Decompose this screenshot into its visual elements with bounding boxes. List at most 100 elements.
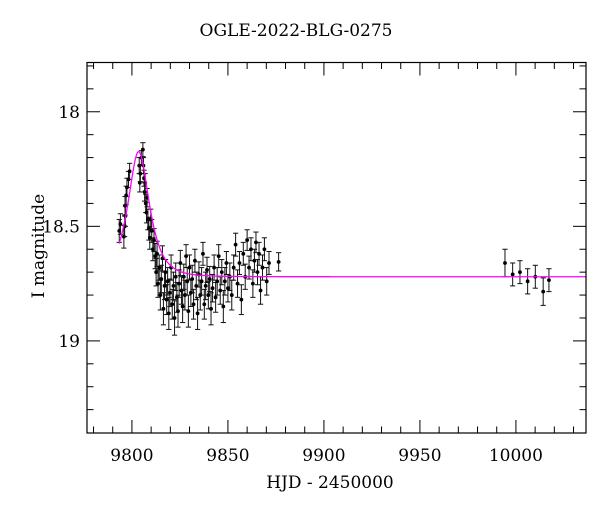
data-point-marker [177, 281, 182, 286]
data-point-marker [224, 261, 229, 265]
x-tick-label: 9950 [398, 446, 441, 466]
data-point [236, 251, 243, 275]
data-point-marker [541, 289, 546, 294]
y-tick-label: 18 [58, 103, 80, 123]
data-point-marker [262, 247, 267, 252]
data-point [199, 267, 205, 296]
data-point-marker [510, 272, 515, 277]
data-point [256, 241, 262, 266]
x-tick-label: 9900 [302, 446, 345, 466]
photometry-series [116, 142, 552, 336]
data-point-marker [231, 265, 236, 270]
data-point-marker [212, 265, 217, 270]
data-point-marker [180, 304, 185, 309]
data-point-marker [518, 270, 522, 275]
data-point-marker [199, 279, 204, 284]
data-point-marker [191, 302, 196, 307]
data-point-marker [164, 297, 169, 302]
data-point-marker [181, 274, 186, 279]
data-point [254, 259, 261, 286]
data-point [171, 300, 178, 336]
data-point-marker [255, 270, 260, 275]
data-point [525, 268, 531, 295]
data-point-marker [158, 293, 163, 297]
data-point [216, 244, 222, 269]
data-point-marker [173, 274, 178, 279]
data-point-marker [149, 229, 154, 233]
data-point-marker [154, 270, 159, 275]
data-point-marker [195, 311, 200, 316]
data-point [276, 252, 282, 272]
data-point-marker [207, 277, 212, 281]
data-point-marker [219, 270, 224, 275]
data-point-marker [237, 261, 242, 265]
data-point-marker [276, 259, 281, 264]
data-point-marker [222, 279, 227, 284]
data-point-marker [186, 309, 191, 314]
axis-ticks [87, 62, 586, 433]
data-point [240, 241, 246, 266]
data-point-marker [201, 251, 205, 256]
data-point-marker [547, 278, 551, 283]
data-point-marker [250, 281, 255, 286]
data-point [167, 278, 173, 308]
data-point-marker [157, 265, 162, 270]
data-point [246, 255, 252, 280]
data-point-marker [202, 302, 207, 307]
data-point [153, 257, 159, 287]
data-point-marker [176, 309, 180, 314]
data-point [190, 288, 197, 320]
data-point-marker [216, 254, 221, 259]
data-point-marker [210, 286, 215, 291]
data-point [244, 229, 250, 251]
data-point-marker [140, 147, 145, 152]
data-point-marker [159, 277, 164, 281]
data-point-marker [156, 281, 160, 286]
data-point [502, 248, 508, 278]
data-point-marker [172, 316, 177, 320]
data-point [546, 268, 552, 293]
data-point-marker [203, 283, 208, 288]
data-point [250, 269, 256, 298]
x-axis-label: HJD - 2450000 [266, 473, 394, 493]
data-point-marker [247, 265, 251, 270]
data-point [257, 276, 264, 305]
data-point [166, 296, 172, 330]
data-point-marker [170, 302, 175, 307]
data-point-marker [254, 240, 258, 245]
data-point-marker [233, 242, 238, 247]
data-point [189, 264, 195, 294]
data-point [180, 289, 186, 324]
data-point [175, 294, 181, 328]
data-point [200, 241, 206, 266]
data-point-marker [241, 251, 246, 256]
data-point-marker [264, 279, 269, 284]
data-point [238, 284, 244, 316]
data-point [540, 277, 546, 306]
data-point-marker [161, 306, 166, 311]
data-point-marker [215, 279, 220, 284]
data-point [164, 284, 170, 316]
data-point [155, 269, 161, 298]
data-point [192, 248, 198, 273]
data-point-marker [171, 283, 176, 288]
data-point-marker [168, 290, 172, 295]
data-point-marker [249, 247, 253, 252]
data-point-marker [239, 297, 244, 302]
data-point [261, 237, 268, 262]
data-point-marker [221, 304, 226, 309]
x-tick-label: 9850 [206, 446, 249, 466]
y-tick-label: 18.5 [42, 217, 80, 237]
data-point-marker [218, 288, 223, 293]
data-point-marker [190, 277, 195, 281]
y-axis-label: I magnitude [29, 194, 49, 298]
data-point-marker [166, 311, 171, 316]
data-point [220, 289, 226, 324]
data-point [233, 232, 239, 257]
data-point-marker [525, 279, 530, 284]
data-point [170, 271, 176, 301]
data-point-marker [147, 235, 152, 240]
data-point [213, 281, 219, 313]
data-point [169, 288, 175, 320]
